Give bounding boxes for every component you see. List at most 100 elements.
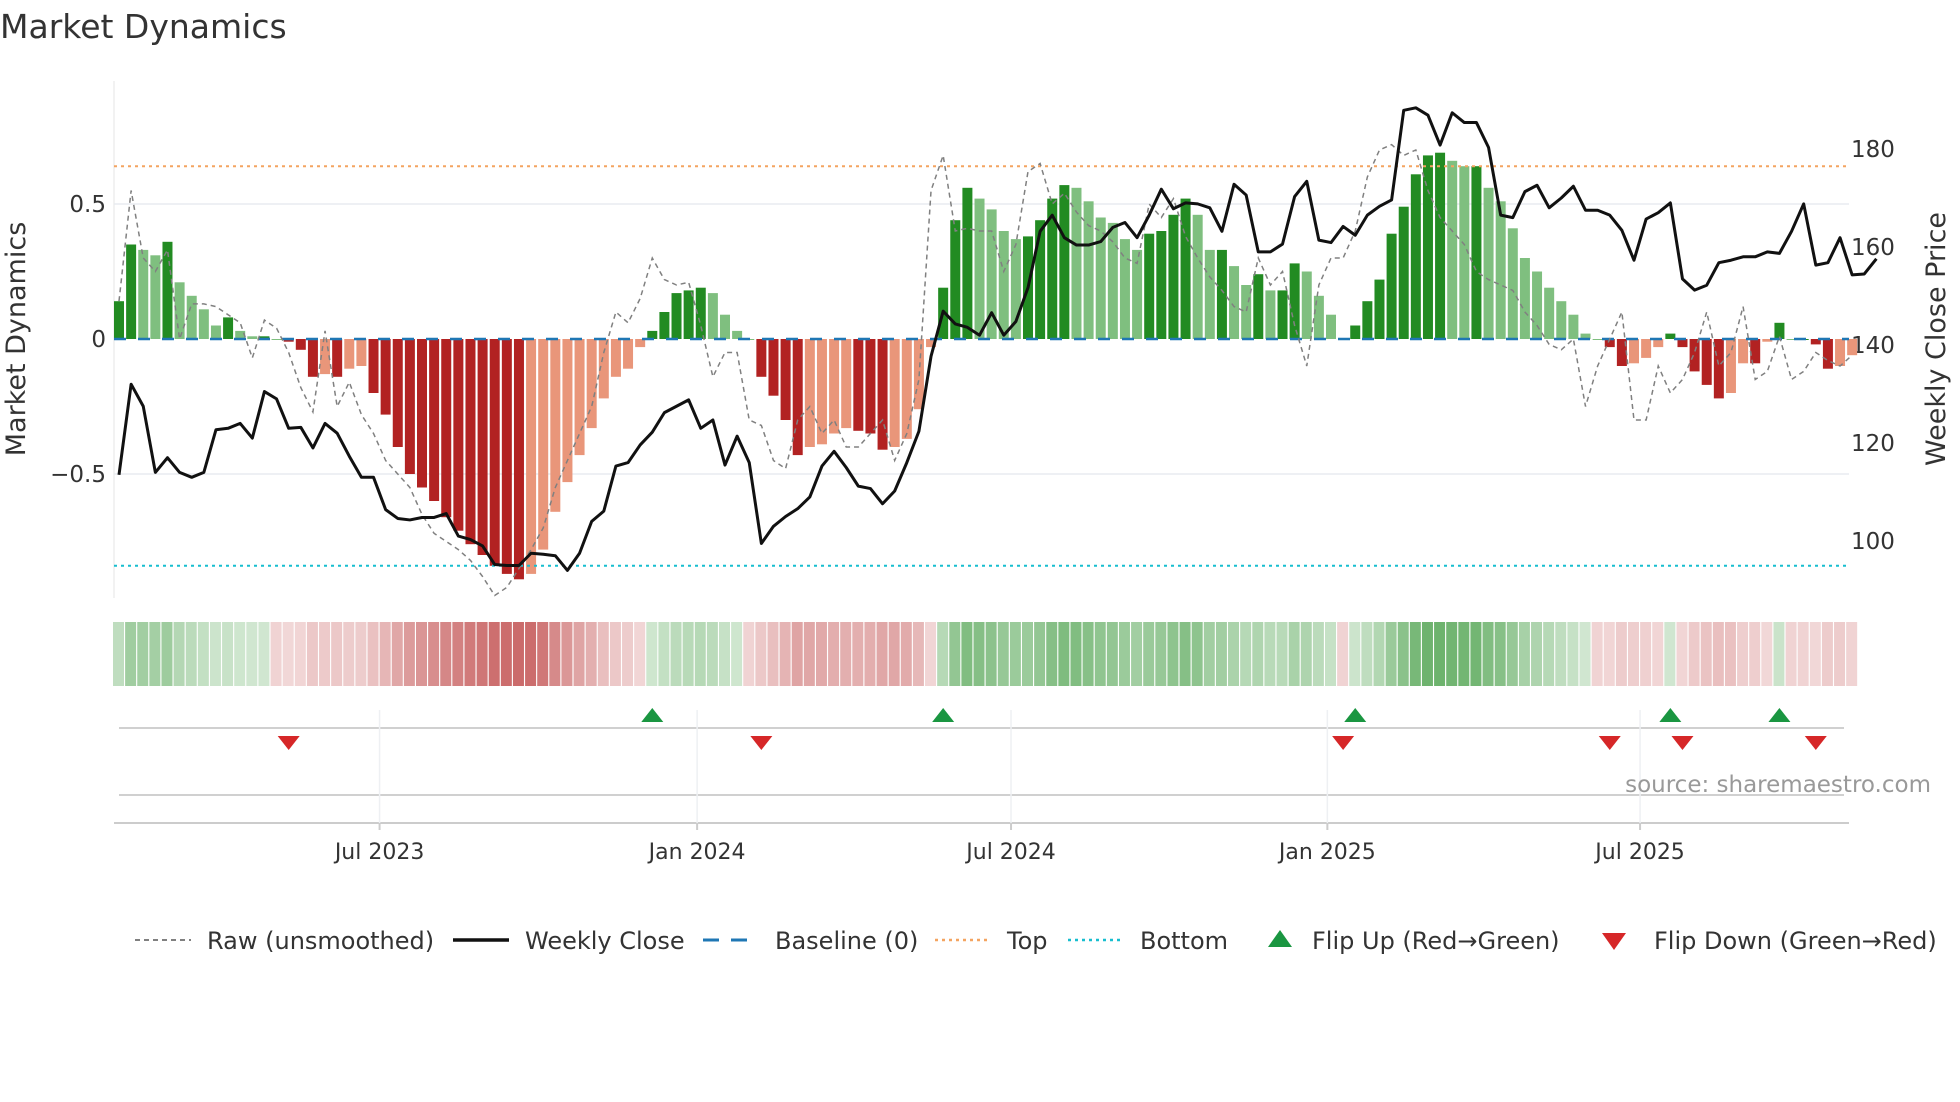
momentum-bar (1374, 279, 1385, 339)
momentum-bar (368, 339, 379, 393)
momentum-bar (829, 339, 840, 434)
regime-cell (1312, 622, 1324, 686)
momentum-bar (162, 241, 173, 339)
momentum-bar (1835, 339, 1846, 366)
momentum-bar (926, 339, 937, 348)
momentum-bar (404, 339, 415, 474)
regime-cell (209, 622, 221, 686)
regime-cell (391, 622, 403, 686)
regime-cell (864, 622, 876, 686)
momentum-bar (114, 301, 124, 339)
momentum-bar (720, 314, 730, 339)
regime-cell (1191, 622, 1203, 686)
regime-cell (1179, 622, 1191, 686)
momentum-bar (550, 339, 561, 512)
momentum-bar (356, 339, 367, 366)
momentum-bar (1701, 339, 1712, 385)
flip-up-marker (1659, 708, 1682, 722)
legend-item-bottom: Bottom (1068, 927, 1228, 955)
regime-cell (1131, 622, 1143, 686)
momentum-bar (1168, 214, 1179, 339)
regime-cell (343, 622, 355, 686)
regime-cell (1034, 622, 1046, 686)
flip-down-marker (750, 736, 773, 750)
momentum-bar (453, 339, 464, 531)
y-tick-label: 0 (91, 327, 106, 353)
regime-cell (1579, 622, 1591, 686)
flip-up-marker (641, 708, 664, 722)
momentum-bar (138, 249, 149, 339)
regime-cell (622, 622, 634, 686)
regime-cell (1555, 622, 1567, 686)
momentum-bar (247, 336, 258, 339)
momentum-bar (695, 287, 706, 339)
momentum-bar (1750, 339, 1761, 364)
momentum-bar (1241, 285, 1252, 339)
regime-cell (1797, 622, 1809, 686)
momentum-bar (986, 209, 997, 339)
regime-cell (525, 622, 537, 686)
regime-cell (1434, 622, 1446, 686)
source-note: source: sharemaestro.com (1625, 772, 1931, 798)
regime-cell (428, 622, 440, 686)
regime-cell (1567, 622, 1579, 686)
momentum-bar (1592, 339, 1603, 340)
regime-cell (1773, 622, 1785, 686)
momentum-bar (1725, 339, 1736, 393)
momentum-bar (1435, 152, 1446, 339)
regime-cell (1494, 622, 1506, 686)
regime-cell (1737, 622, 1749, 686)
regime-cell (852, 622, 864, 686)
momentum-bar (1713, 339, 1724, 399)
regime-cell (1349, 622, 1361, 686)
momentum-bar (853, 339, 864, 431)
regime-cell (1809, 622, 1821, 686)
momentum-bar (1556, 301, 1567, 339)
regime-cell (840, 622, 852, 686)
regime-cell (1155, 622, 1167, 686)
momentum-bar (1519, 258, 1530, 339)
regime-cell (222, 622, 234, 686)
momentum-bar (1604, 339, 1615, 348)
y-axis-label: Market Dynamics (1, 222, 32, 457)
momentum-bar (1119, 239, 1130, 339)
momentum-bar (865, 339, 876, 434)
momentum-bar (1192, 214, 1203, 339)
regime-cell (937, 622, 949, 686)
flip-up-marker (932, 708, 955, 722)
flip-down-marker (277, 736, 300, 750)
regime-cell (464, 622, 476, 686)
regime-cell (403, 622, 415, 686)
regime-cell (634, 622, 646, 686)
momentum-bar (1495, 201, 1506, 339)
regime-cell (355, 622, 367, 686)
momentum-bar (1253, 274, 1264, 339)
momentum-bar (283, 339, 294, 342)
momentum-bar (1568, 314, 1579, 339)
regime-cell (912, 622, 924, 686)
momentum-bar (1035, 220, 1046, 339)
regime-cell (306, 622, 318, 686)
regime-cell (416, 622, 427, 686)
regime-cell (1361, 622, 1373, 686)
legend-label: Baseline (0) (775, 927, 918, 955)
regime-cell (706, 622, 718, 686)
regime-cell (1712, 622, 1724, 686)
momentum-bar (1410, 174, 1421, 339)
momentum-bar (562, 339, 573, 483)
momentum-bar (320, 339, 331, 375)
momentum-bar (271, 339, 282, 340)
regime-cell (755, 622, 767, 686)
flip-up-marker (1768, 708, 1791, 722)
x-axis: Jul 2023 Jan 2024 Jul 2024 Jan 2025 Jul 2025 (114, 710, 1849, 865)
momentum-bar (586, 339, 597, 429)
regime-cell (1543, 622, 1555, 686)
regime-cell (1009, 622, 1021, 686)
regime-cell (452, 622, 464, 686)
regime-cell (997, 622, 1009, 686)
x-tick-label: Jul 2023 (333, 840, 425, 865)
regime-cell (1094, 622, 1106, 686)
momentum-bar (1313, 295, 1324, 339)
momentum-bar (659, 312, 670, 339)
regime-cell (609, 622, 621, 686)
